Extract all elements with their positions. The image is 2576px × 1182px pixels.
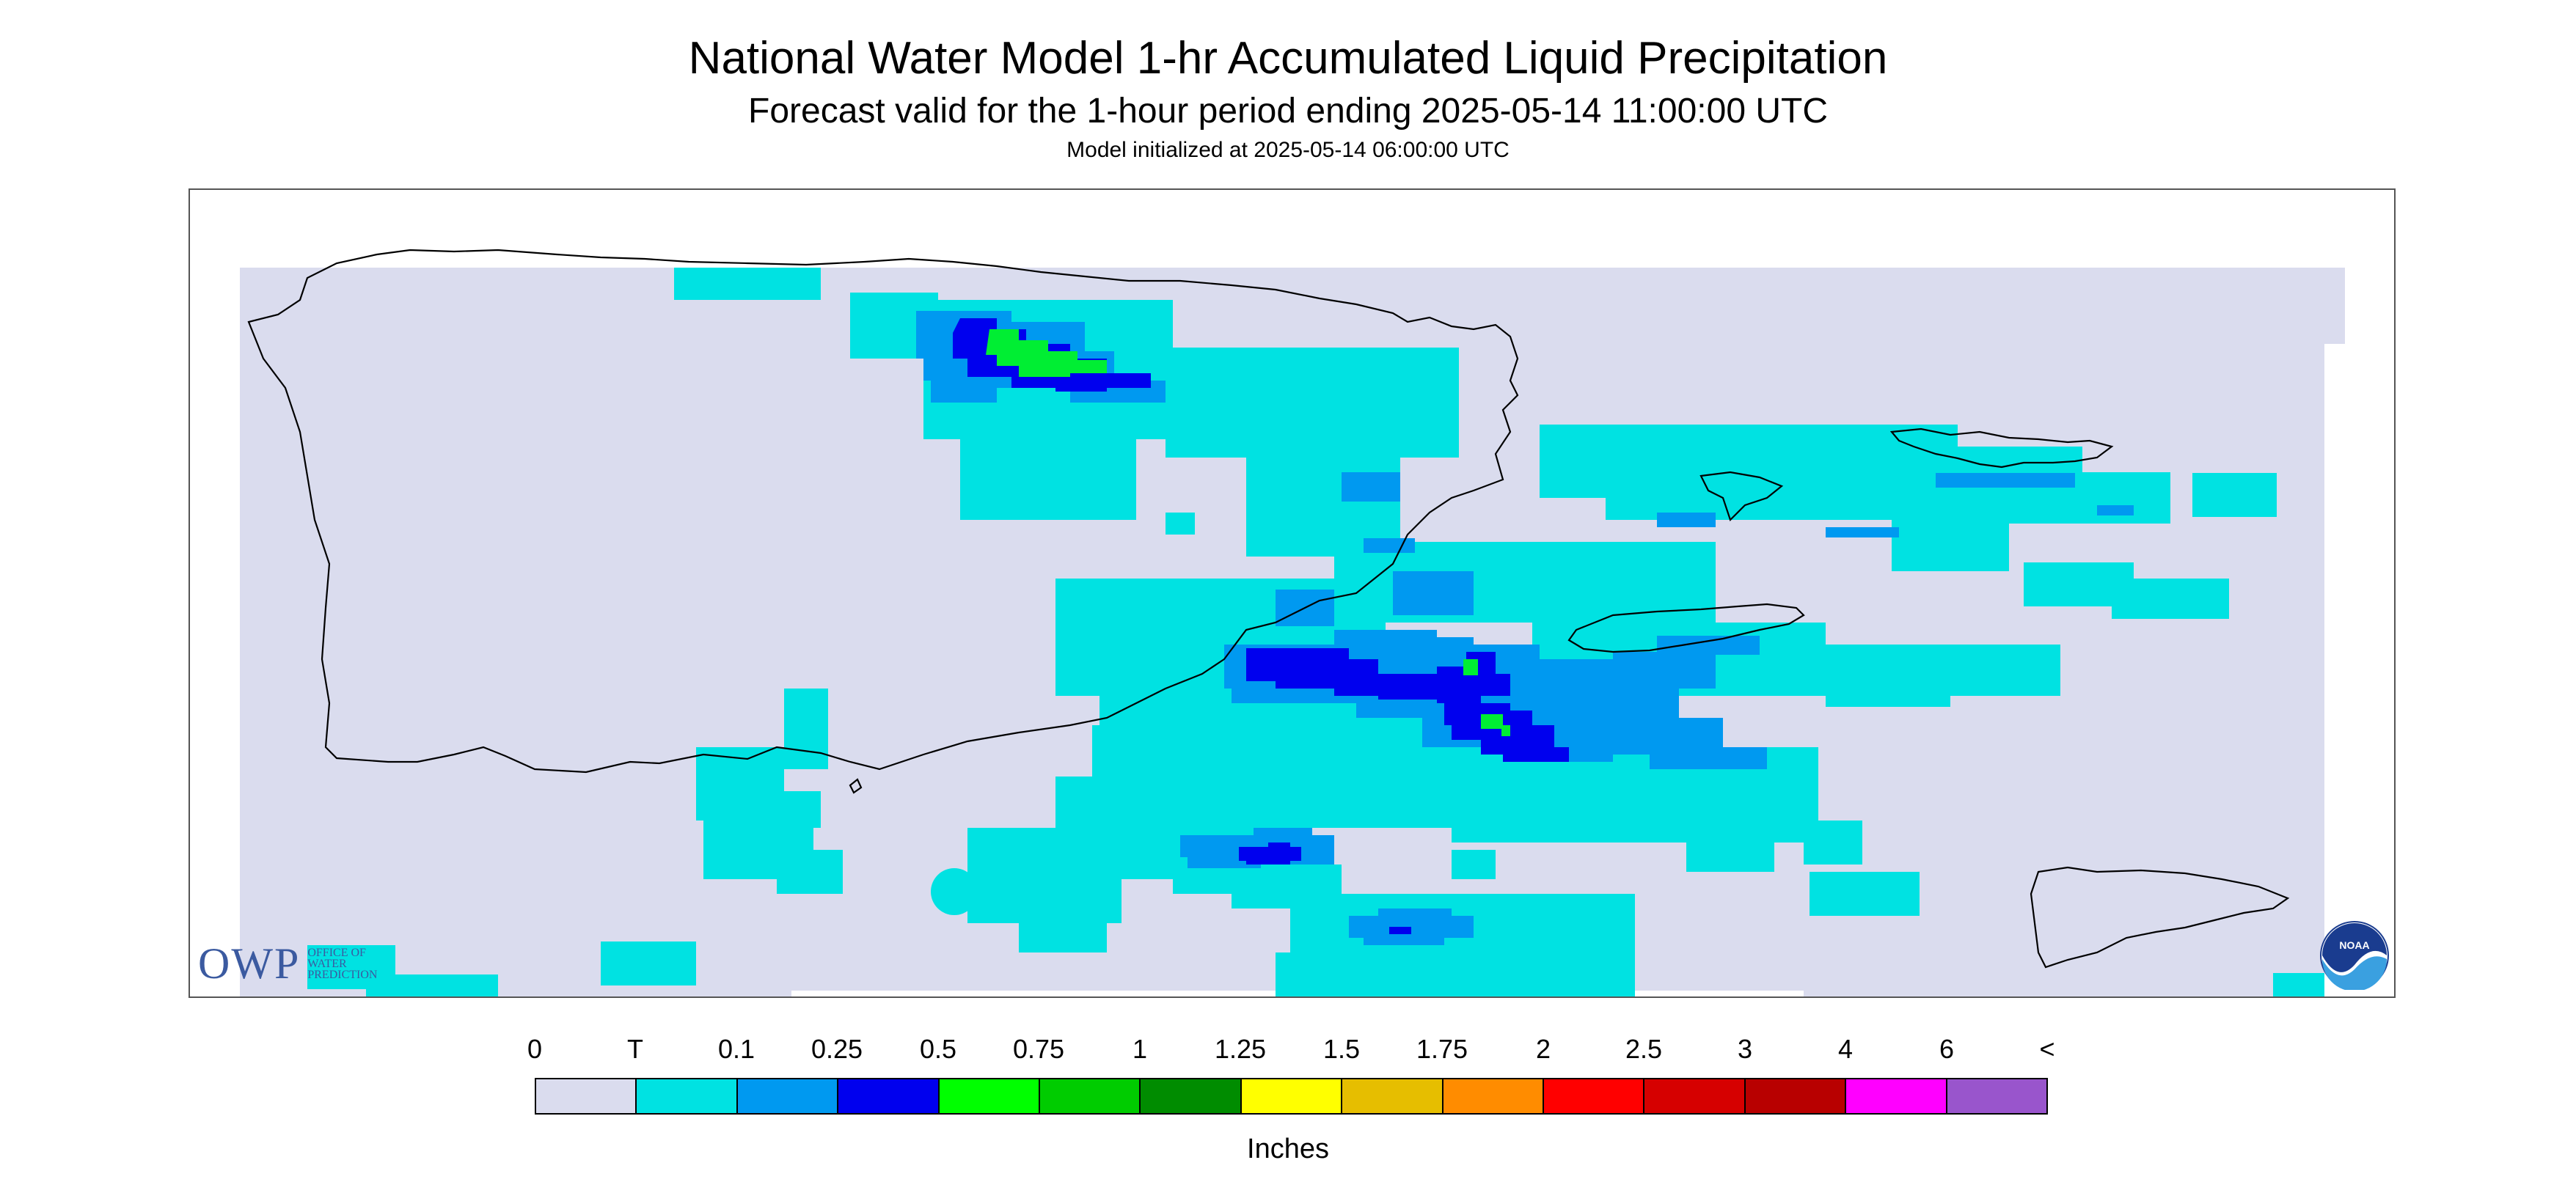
- legend-units: Inches: [1247, 1134, 1329, 1164]
- legend-label-13: 4: [1837, 1034, 1854, 1064]
- st-thomas-outline: [1889, 427, 2114, 469]
- mona-outline: [849, 778, 863, 794]
- legend-label-9: 1.75: [1416, 1034, 1468, 1064]
- owp-logo-mark: OWP: [198, 939, 301, 988]
- precip-trace-cells: [307, 268, 2324, 996]
- precip-map: [189, 188, 2396, 998]
- legend-label-15: <: [2039, 1034, 2055, 1064]
- puerto-rico-outline: [247, 249, 1519, 774]
- precip-green-cells: [986, 329, 1510, 736]
- legend-label-0: 0: [527, 1034, 543, 1064]
- legend-swatch: [1040, 1079, 1141, 1113]
- legend-label-14: 6: [1939, 1034, 1955, 1064]
- vieques-outline: [1567, 603, 1805, 653]
- legend-label-5: 0.75: [1012, 1034, 1065, 1064]
- legend-label-2: 0.1: [717, 1034, 755, 1064]
- legend-swatch: [1241, 1079, 1343, 1113]
- legend-label-11: 2.5: [1625, 1034, 1663, 1064]
- noaa-logo-text: NOAA: [2339, 939, 2369, 951]
- legend-swatch: [1846, 1079, 1947, 1113]
- legend-swatch: [536, 1079, 637, 1113]
- owp-logo-line: OFFICE OF: [307, 947, 366, 959]
- precip-map-svg: [240, 249, 2354, 996]
- domain-notch-right: [2324, 344, 2354, 996]
- legend-swatch: [1745, 1079, 1847, 1113]
- map-title: National Water Model 1-hr Accumulated Li…: [688, 33, 1888, 84]
- map-subtitle: Forecast valid for the 1-hour period end…: [748, 92, 1828, 131]
- owp-logo-line: WATER: [307, 958, 347, 970]
- legend-label-10: 2: [1535, 1034, 1551, 1064]
- owp-logo: OWP OFFICE OF WATER PREDICTION: [198, 939, 410, 989]
- legend-swatch: [1342, 1079, 1443, 1113]
- noaa-logo-icon: NOAA: [2320, 921, 2389, 990]
- legend-swatch: [1141, 1079, 1242, 1113]
- legend-colorbar: [535, 1078, 2048, 1115]
- legend-swatch: [838, 1079, 940, 1113]
- legend-swatch: [939, 1079, 1041, 1113]
- legend-label-12: 3: [1737, 1034, 1753, 1064]
- legend-label-7: 1.25: [1214, 1034, 1267, 1064]
- owp-logo-line: PREDICTION: [307, 969, 378, 981]
- legend-label-8: 1.5: [1322, 1034, 1361, 1064]
- init-time: Model initialized at 2025-05-14 06:00:00…: [1066, 138, 1510, 162]
- legend-swatch: [1947, 1079, 2047, 1113]
- legend-swatch: [1443, 1079, 1545, 1113]
- culebra-outline: [1699, 471, 1784, 522]
- coastlines: [247, 249, 2290, 969]
- legend-label-6: 1: [1132, 1034, 1148, 1064]
- st-croix-outline: [2030, 866, 2290, 969]
- legend-swatch: [637, 1079, 738, 1113]
- legend-label-3: 0.25: [811, 1034, 863, 1064]
- legend-swatch: [737, 1079, 839, 1113]
- legend-label-1: T: [627, 1034, 643, 1064]
- legend-label-4: 0.5: [919, 1034, 957, 1064]
- legend-swatch: [1644, 1079, 1746, 1113]
- owp-logo-text: OFFICE OF WATER PREDICTION: [307, 947, 410, 981]
- legend-swatch: [1544, 1079, 1645, 1113]
